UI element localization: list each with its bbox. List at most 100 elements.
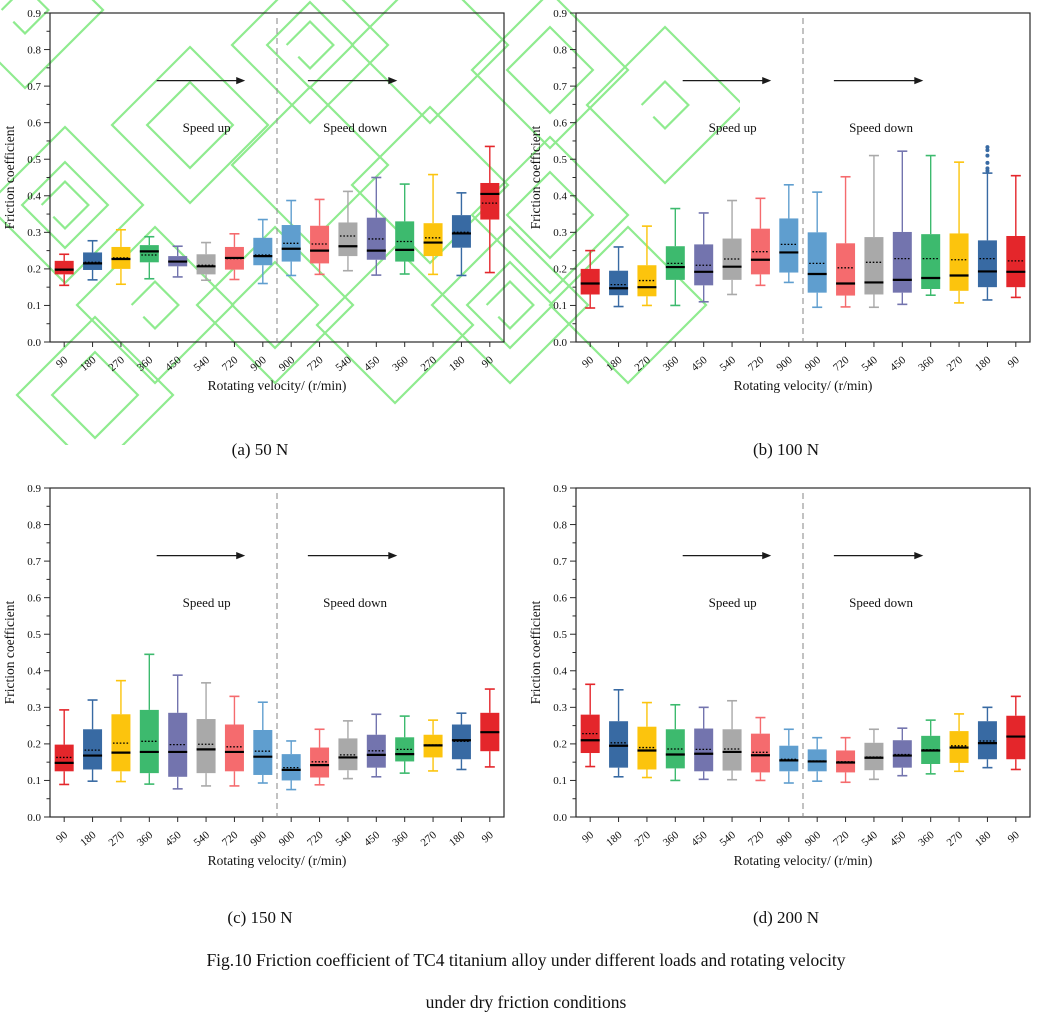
box-a-12-360 [395,183,415,275]
svg-text:0.2: 0.2 [27,739,41,751]
box-a-2-270 [111,228,131,286]
svg-text:540: 540 [718,829,739,849]
svg-text:450: 450 [163,829,184,849]
svg-text:0.3: 0.3 [553,702,567,714]
svg-text:270: 270 [633,829,654,849]
panel-b-caption: (b) 100 N [752,440,820,459]
svg-text:0.8: 0.8 [553,519,567,531]
speed-down-label: Speed down [849,595,913,610]
box-c-6-720 [224,695,244,787]
box-d-3-360 [665,703,685,782]
svg-text:270: 270 [107,829,128,849]
box-b-6-720 [750,197,770,287]
svg-text:0.6: 0.6 [27,592,41,604]
svg-text:720: 720 [305,829,326,849]
box-b-1-180 [609,246,629,308]
box-b-15-90 [1006,174,1026,299]
box-b-8-900 [807,191,827,309]
svg-text:90: 90 [1006,829,1023,846]
svg-text:0.7: 0.7 [553,81,567,93]
svg-text:0.9: 0.9 [553,483,567,495]
panel-c-boxplot-150N: 0.0 0.1 0.2 0.3 0.4 0.5 0.6 0.7 0.8 0.9 90 180 270 36… [0,475,520,897]
boxplot-svg-a: 0.0 0.1 0.2 0.3 0.4 0.5 0.6 0.7 0.8 0.9 90 180 270 36… [2,8,505,393]
box-c-8-900 [281,740,301,791]
svg-text:540: 540 [860,829,881,849]
svg-text:0.8: 0.8 [553,44,567,56]
x-axis: 90 180 270 360 450 540 720 900 900 720 540 450 360 27… [580,817,1022,849]
box-c-12-360 [395,715,415,774]
speed-up-label: Speed up [183,595,231,610]
box-a-8-900 [281,199,301,277]
speed-down-arrow [833,552,924,560]
svg-text:720: 720 [746,829,767,849]
svg-text:270: 270 [419,354,440,374]
svg-text:90: 90 [54,354,71,371]
svg-text:0.4: 0.4 [553,191,567,203]
svg-text:270: 270 [945,829,966,849]
speed-down-label: Speed down [323,595,387,610]
box-b-13-270 [949,161,969,304]
box-c-2-270 [111,679,131,783]
box-c-1-180 [83,699,103,782]
box-a-0-90 [54,253,74,287]
box-c-0-90 [54,709,74,786]
box-a-6-720 [224,232,244,281]
svg-text:90: 90 [54,829,71,846]
box-c-5-540 [196,682,216,787]
outlier-point [985,153,990,158]
y-axis: 0.0 0.1 0.2 0.3 0.4 0.5 0.6 0.7 0.8 0.9 [553,8,576,349]
box-d-7-900 [779,728,799,784]
y-axis-label: Friction coefficient [2,125,17,229]
box-c-15-90 [480,688,500,768]
speed-up-label: Speed up [709,120,757,135]
svg-text:0.6: 0.6 [553,592,567,604]
svg-text:540: 540 [334,829,355,849]
speed-down-arrow [833,77,924,85]
panel-d-boxplot-200N: 0.0 0.1 0.2 0.3 0.4 0.5 0.6 0.7 0.8 0.9 90 180 270 36… [526,475,1046,897]
svg-text:900: 900 [803,354,824,374]
svg-text:180: 180 [604,829,625,849]
box-d-13-270 [949,713,969,773]
svg-text:0.5: 0.5 [553,154,567,166]
box-a-13-270 [423,173,443,276]
svg-text:0.1: 0.1 [27,300,41,312]
box-d-15-90 [1006,695,1026,771]
outlier-point [985,160,990,165]
x-axis: 90 180 270 360 450 540 720 900 900 720 540 450 360 27… [580,342,1022,374]
box-d-14-180 [977,706,997,769]
svg-text:180: 180 [973,829,994,849]
svg-text:0.4: 0.4 [553,666,567,678]
y-axis-label: Friction coefficient [528,125,543,229]
speed-up-arrow [682,552,772,560]
speed-up-label: Speed up [183,120,231,135]
svg-text:720: 720 [746,354,767,374]
svg-text:360: 360 [916,354,937,374]
svg-text:450: 450 [888,829,909,849]
panel-d-caption: (d) 200 N [752,908,820,927]
box-c-3-360 [139,653,159,785]
svg-text:540: 540 [334,354,355,374]
box-b-12-360 [921,154,941,297]
svg-text:180: 180 [78,829,99,849]
box-b-14-180 [977,145,997,301]
outlier-point [985,148,990,153]
boxplot-svg-d: 0.0 0.1 0.2 0.3 0.4 0.5 0.6 0.7 0.8 0.9 90 180 270 36… [528,483,1031,868]
svg-text:0.1: 0.1 [27,775,41,787]
box-a-10-540 [338,190,358,272]
panel-a-caption: (a) 50 N [231,440,289,459]
svg-text:0.7: 0.7 [27,81,41,93]
svg-text:720: 720 [220,829,241,849]
box-d-11-450 [892,727,912,777]
svg-text:0.4: 0.4 [27,666,41,678]
box-a-5-540 [196,241,216,282]
box-c-11-450 [366,713,386,778]
svg-text:90: 90 [580,354,597,371]
box-c-7-900 [253,701,273,784]
box-b-11-450 [892,150,912,306]
x-axis: 90 180 270 360 450 540 720 900 900 720 540 450 360 27… [54,342,496,374]
svg-text:360: 360 [135,829,156,849]
box-c-13-270 [423,719,443,772]
svg-text:90: 90 [1006,354,1023,371]
svg-text:720: 720 [831,354,852,374]
